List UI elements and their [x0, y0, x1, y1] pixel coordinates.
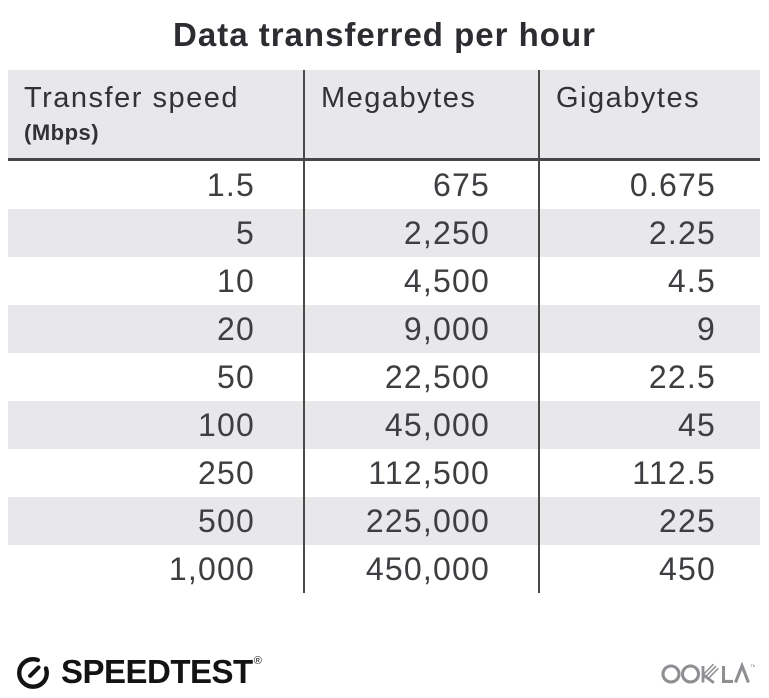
speedtest-wordmark: SPEEDTEST — [61, 653, 253, 690]
table-row: 20 9,000 9 — [8, 305, 760, 353]
gigabytes-cell: 450 — [538, 545, 760, 593]
gigabytes-cell: 22.5 — [538, 353, 760, 401]
table-row: 10 4,500 4.5 — [8, 257, 760, 305]
table-row: 500 225,000 225 — [8, 497, 760, 545]
table-header-row: Transfer speed (Mbps) Megabytes Gigabyte… — [8, 70, 760, 161]
column-header-gigabytes: Gigabytes — [538, 70, 760, 158]
speed-cell: 100 — [198, 406, 255, 443]
megabytes-cell: 450,000 — [303, 545, 538, 593]
table-row: 100 45,000 45 — [8, 401, 760, 449]
column-header-unit: (Mbps) — [24, 119, 100, 145]
gauge-icon — [17, 656, 49, 689]
column-header-transfer-speed: Transfer speed (Mbps) — [8, 70, 303, 158]
megabytes-cell: 9,000 — [303, 305, 538, 353]
gigabytes-cell: 2.25 — [538, 209, 760, 257]
page-title: Data transferred per hour — [173, 16, 596, 53]
gigabytes-cell: 112.5 — [538, 449, 760, 497]
table-row: 250 112,500 112.5 — [8, 449, 760, 497]
megabytes-cell: 22,500 — [303, 353, 538, 401]
speed-cell: 1.5 — [206, 166, 255, 203]
column-header-label: Megabytes — [321, 82, 477, 114]
speed-cell: 500 — [198, 502, 255, 539]
speed-cell: 10 — [217, 262, 255, 299]
megabytes-cell: 4,500 — [303, 257, 538, 305]
megabytes-cell: 45,000 — [303, 401, 538, 449]
ookla-wordmark-icon: ™ — [661, 661, 755, 684]
brand-footer: SPEEDTEST ® ™ — [14, 650, 755, 694]
speed-cell: 20 — [217, 310, 255, 347]
table-row: 5 2,250 2.25 — [8, 209, 760, 257]
column-header-megabytes: Megabytes — [303, 70, 538, 158]
megabytes-cell: 675 — [303, 161, 538, 209]
table-row: 50 22,500 22.5 — [8, 353, 760, 401]
ookla-logo: ™ — [661, 657, 755, 687]
speed-cell: 1,000 — [168, 550, 255, 587]
column-header-label: Transfer speed — [24, 82, 239, 114]
registered-mark: ® — [253, 655, 262, 667]
table-row: 1.5 675 0.675 — [8, 161, 760, 209]
column-header-label: Gigabytes — [556, 82, 701, 114]
speed-cell: 5 — [236, 214, 255, 251]
table-body: 1.5 675 0.675 5 2,250 2.25 10 4,500 4.5 20 9,000 9 5… — [8, 161, 760, 593]
megabytes-cell: 2,250 — [303, 209, 538, 257]
speed-cell: 250 — [198, 454, 255, 491]
gigabytes-cell: 225 — [538, 497, 760, 545]
megabytes-cell: 112,500 — [303, 449, 538, 497]
speedtest-logo: SPEEDTEST ® — [14, 653, 262, 691]
speed-cell: 50 — [217, 358, 255, 395]
megabytes-cell: 225,000 — [303, 497, 538, 545]
table-row: 1,000 450,000 450 — [8, 545, 760, 593]
trademark-mark: ™ — [750, 664, 755, 671]
gigabytes-cell: 4.5 — [538, 257, 760, 305]
gigabytes-cell: 9 — [538, 305, 760, 353]
data-table: Transfer speed (Mbps) Megabytes Gigabyte… — [8, 70, 760, 593]
gigabytes-cell: 0.675 — [538, 161, 760, 209]
gigabytes-cell: 45 — [538, 401, 760, 449]
